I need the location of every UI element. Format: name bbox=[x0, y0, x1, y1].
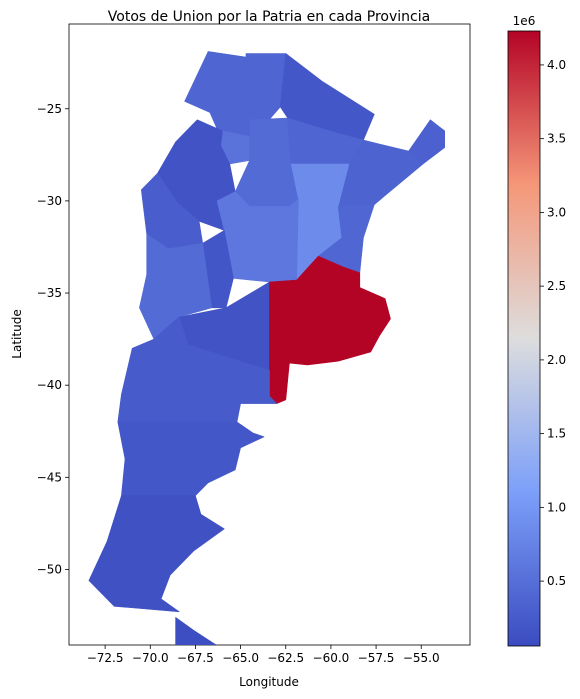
y-tick-label: −40 bbox=[37, 378, 62, 392]
x-tick-label: −57.5 bbox=[358, 651, 395, 665]
region-tierra-del-fuego bbox=[175, 617, 218, 645]
colorbar-exponent: 1e6 bbox=[513, 14, 536, 28]
map-regions bbox=[88, 51, 446, 645]
x-tick-label: −55.0 bbox=[403, 651, 440, 665]
colorbar-tick-label: 2.0 bbox=[547, 353, 566, 367]
colorbar-tick-label: 4.0 bbox=[547, 58, 566, 72]
colorbar-tick-label: 2.5 bbox=[547, 279, 566, 293]
region-buenos-aires bbox=[269, 255, 391, 404]
y-tick-label: −50 bbox=[37, 562, 62, 576]
colorbar-tick-label: 3.0 bbox=[547, 205, 566, 219]
x-axis-label: Longitude bbox=[239, 675, 299, 689]
x-axis-ticks: −72.5 −70.0 −67.5 −65.0 −62.5 −60.0 −57.5 −55.0 bbox=[87, 645, 440, 665]
colorbar bbox=[507, 30, 541, 647]
colorbar-tick-label: 1.5 bbox=[547, 427, 566, 441]
colorbar-tick-label: 3.5 bbox=[547, 132, 566, 146]
x-tick-label: −62.5 bbox=[267, 651, 304, 665]
x-tick-label: −60.0 bbox=[313, 651, 350, 665]
y-tick-label: −45 bbox=[37, 470, 62, 484]
colorbar-tick-label: 0.5 bbox=[547, 574, 566, 588]
x-tick-label: −65.0 bbox=[222, 651, 259, 665]
region-santa-cruz bbox=[88, 495, 225, 613]
region-rio-negro bbox=[117, 344, 278, 423]
x-tick-label: −72.5 bbox=[87, 651, 124, 665]
x-tick-label: −70.0 bbox=[132, 651, 169, 665]
y-tick-label: −35 bbox=[37, 286, 62, 300]
colorbar-ticks: 0.5 1.0 1.5 2.0 2.5 3.0 3.5 4.0 bbox=[540, 58, 566, 588]
y-tick-label: −30 bbox=[37, 194, 62, 208]
colorbar-tick-label: 1.0 bbox=[547, 500, 566, 514]
y-axis-label: Latitude bbox=[10, 309, 24, 358]
y-axis-ticks: −25 −30 −35 −40 −45 −50 bbox=[37, 102, 69, 576]
region-chubut bbox=[117, 421, 265, 497]
x-tick-label: −67.5 bbox=[177, 651, 214, 665]
y-tick-label: −25 bbox=[37, 102, 62, 116]
chart-title: Votos de Union por la Patria en cada Pro… bbox=[108, 9, 430, 25]
